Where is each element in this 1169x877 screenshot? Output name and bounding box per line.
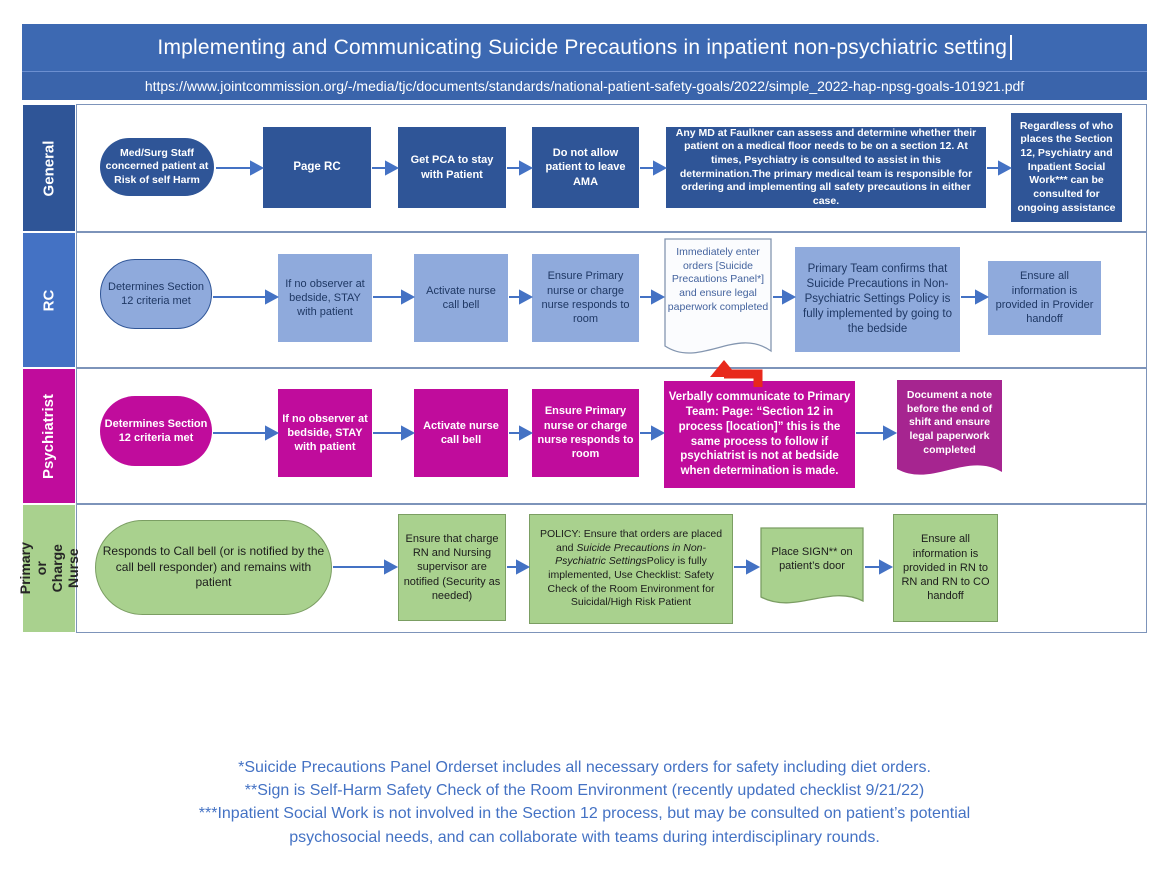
lane-label-general: General	[22, 104, 76, 232]
rc-step-nurse-responds: Ensure Primary nurse or charge nurse res…	[532, 254, 639, 342]
general-start-pill: Med/Surg Staff concerned patient at Risk…	[100, 138, 214, 196]
lane-label-rc: RC	[22, 232, 76, 368]
rc-step-stay: If no observer at bedside, STAY with pat…	[278, 254, 372, 342]
nurse-sign-document-shape: Place SIGN** on patient’s door	[760, 527, 864, 616]
nurse-step-handoff: Ensure all information is provided in RN…	[893, 514, 998, 622]
rc-step-call-bell: Activate nurse call bell	[414, 254, 508, 342]
footnote-social-work: ***Inpatient Social Work is not involved…	[198, 805, 971, 846]
general-step-no-ama: Do not allow patient to leave AMA	[532, 127, 639, 208]
rc-step-primary-team-confirms: Primary Team confirms that Suicide Preca…	[795, 247, 960, 352]
psychiatrist-start-pill: Determines Section 12 criteria met	[100, 396, 212, 466]
rc-orders-document-shape: Immediately enter orders [Suicide Precau…	[664, 238, 772, 371]
footnote-sign: **Sign is Self-Harm Safety Check of the …	[244, 782, 925, 800]
general-step-pca: Get PCA to stay with Patient	[398, 127, 506, 208]
source-url[interactable]: https://www.jointcommission.org/-/media/…	[22, 71, 1147, 100]
lane-label-primary-charge-nurse: Primary or Charge Nurse	[17, 504, 81, 633]
document-wave-shape-icon	[664, 238, 772, 354]
footnote-orderset: *Suicide Precautions Panel Orderset incl…	[238, 759, 931, 776]
source-url-text: https://www.jointcommission.org/-/media/…	[144, 78, 1025, 94]
footnotes: *Suicide Precautions Panel Orderset incl…	[0, 756, 1169, 849]
lane-label-rc-text: RC	[40, 289, 58, 311]
rc-start-pill: Determines Section 12 criteria met	[100, 259, 212, 329]
lane-label-general-text: General	[40, 140, 58, 196]
document-wave-shape-icon	[897, 380, 1002, 475]
rc-step-provider-handoff: Ensure all information is provided in Pr…	[988, 261, 1101, 335]
psychiatrist-document-note-text: Document a note before the end of shift …	[906, 389, 993, 456]
lane-label-psychiatrist-text: Psychiatrist	[40, 393, 58, 479]
psychiatrist-step-nurse-responds: Ensure Primary nurse or charge nurse res…	[532, 389, 639, 477]
lane-label-primary-charge-nurse-text: Primary or Charge Nurse	[16, 542, 82, 595]
general-step-page-rc: Page RC	[263, 127, 371, 208]
page-title[interactable]: Implementing and Communicating Suicide P…	[22, 24, 1147, 71]
policy-text-italic: Suicide Precautions in Non-Psychiatric S…	[555, 541, 706, 568]
page-title-text: Implementing and Communicating Suicide P…	[157, 35, 1008, 59]
document-wave-shape-icon	[760, 527, 864, 604]
psychiatrist-step-call-bell: Activate nurse call bell	[414, 389, 508, 477]
text-cursor	[1010, 35, 1012, 60]
nurse-step-notify: Ensure that charge RN and Nursing superv…	[398, 514, 506, 621]
psychiatrist-document-note-shape: Document a note before the end of shift …	[896, 379, 1003, 490]
general-step-consult: Regardless of who places the Section 12,…	[1011, 113, 1122, 222]
policy-text-post: Policy is fully implemented, Use Checkli…	[547, 555, 715, 609]
nurse-step-policy: POLICY: Ensure that orders are placed an…	[529, 514, 733, 624]
nurse-sign-document-text: Place SIGN** on patient’s door	[771, 546, 853, 573]
nurse-policy-text: POLICY: Ensure that orders are placed an…	[534, 528, 728, 610]
rc-orders-document-text: Immediately enter orders [Suicide Precau…	[667, 246, 769, 313]
psychiatrist-step-stay: If no observer at bedside, STAY with pat…	[278, 389, 372, 477]
psychiatrist-step-verbally-communicate: Verbally communicate to Primary Team: Pa…	[664, 381, 855, 488]
nurse-start-pill: Responds to Call bell (or is notified by…	[95, 520, 332, 615]
policy-text-pre: POLICY: Ensure that orders are placed an…	[539, 528, 723, 554]
lane-label-psychiatrist: Psychiatrist	[22, 368, 76, 504]
general-step-md-assess: Any MD at Faulkner can assess and determ…	[666, 127, 986, 208]
